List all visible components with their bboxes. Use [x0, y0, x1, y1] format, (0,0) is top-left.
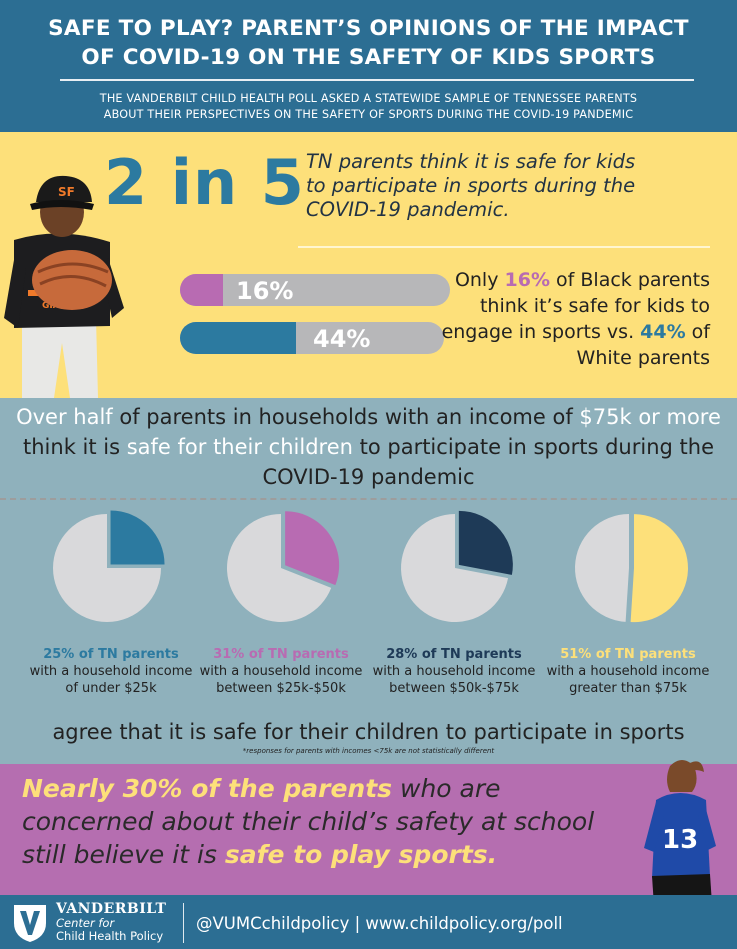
income-head-2: of parents in households with an income … [112, 405, 580, 429]
big-stat-text: TN parents think it is safe for kids to … [306, 150, 636, 221]
school-section [0, 764, 737, 895]
kid-pants [22, 318, 98, 398]
pie-slice-highlight [458, 510, 513, 575]
title-line-1: SAFE TO PLAY? PARENT’S OPINIONS OF THE I… [48, 16, 689, 41]
progress-bar-white-parents: 44% [180, 322, 444, 354]
income-head-6: to participate in sports during the COVI… [262, 435, 714, 489]
pct-white-parents: 44% [640, 321, 686, 343]
pie-slice-rest [575, 514, 629, 622]
page-subtitle: THE VANDERBILT CHILD HEALTH POLL ASKED A… [0, 91, 737, 123]
income-headline: Over half of parents in households with … [0, 402, 737, 492]
school-statement: Nearly 30% of the parents who are concer… [22, 772, 622, 871]
school-highlight-1: Nearly 30% of the parents [22, 774, 393, 803]
page-title: SAFE TO PLAY? PARENT’S OPINIONS OF THE I… [0, 14, 737, 72]
subtitle-line-2: ABOUT THEIR PERSPECTIVES ON THE SAFETY O… [103, 108, 634, 121]
income-head-1: Over half [16, 405, 113, 429]
school-text: who are concerned about their child’s sa… [22, 774, 595, 869]
org-sub-2: Child Health Policy [56, 929, 164, 943]
pie-slice-highlight [630, 514, 688, 623]
bar-label-white-parents: 44% [313, 325, 371, 353]
footer-bar [0, 895, 737, 949]
bar-fill-white-parents [180, 322, 296, 354]
pie-slice-rest [227, 514, 332, 622]
compare-text-3: of White parents [576, 321, 710, 369]
pie-caption-pct: 28% of TN parents [386, 647, 522, 662]
pie-caption-desc: with a household income greater than $75… [546, 664, 710, 696]
vanderbilt-logo-icon [14, 905, 46, 942]
pie-slice-rest [53, 514, 161, 622]
big-stat-number: 2 in 5 [104, 146, 305, 219]
pie-caption-desc: with a household income of under $25k [29, 664, 193, 696]
baseball-kid-illustration: GIANTS SF [4, 175, 124, 398]
pie-caption-pct: 31% of TN parents [213, 647, 349, 662]
girl-jersey [652, 793, 710, 878]
pie-chart-under-25k [53, 510, 165, 622]
girl-jersey-number: 13 [662, 825, 698, 855]
kid-cap-logo: SF [58, 185, 75, 199]
pie-slice-highlight [285, 511, 340, 586]
bar-label-black-parents: 16% [236, 277, 294, 305]
compare-text-1: Only [454, 269, 505, 291]
pie-caption-25k-50k: 31% of TN parents with a household incom… [197, 646, 365, 697]
pie-slice-rest [401, 514, 509, 622]
bar-fill-black-parents [180, 274, 223, 306]
pie-caption-pct: 51% of TN parents [560, 647, 696, 662]
income-head-5: safe for their children [126, 435, 353, 459]
comparison-text: Only 16% of Black parents think it’s saf… [440, 267, 710, 371]
footer-separator [183, 903, 184, 943]
dashed-divider [0, 498, 737, 500]
pie-caption-desc: with a household income between $25k-$50… [199, 664, 363, 696]
org-sub-1: Center for [56, 916, 115, 930]
pie-slice-highlight [110, 510, 165, 565]
pie-caption-pct: 25% of TN parents [43, 647, 179, 662]
pie-caption-50k-75k: 28% of TN parents with a household incom… [370, 646, 538, 697]
income-head-4: think it is [23, 435, 127, 459]
progress-bar-black-parents: 16% [180, 274, 450, 306]
title-line-2: OF COVID-19 ON THE SAFETY OF KIDS SPORTS [81, 45, 656, 70]
pct-black-parents: 16% [504, 269, 550, 291]
pie-caption-over-75k: 51% of TN parents with a household incom… [544, 646, 712, 697]
kid-cap [36, 175, 92, 202]
compare-text-2: of Black parents think it’s safe for kid… [441, 269, 710, 343]
pie-chart-50k-75k [401, 510, 513, 622]
subtitle-line-1: THE VANDERBILT CHILD HEALTH POLL ASKED A… [99, 92, 638, 105]
income-head-3: $75k or more [579, 405, 721, 429]
pie-chart-over-75k [575, 514, 688, 623]
school-highlight-2: safe to play sports. [224, 840, 498, 869]
pie-caption-desc: with a household income between $50k-$75… [372, 664, 536, 696]
header-divider [60, 79, 694, 81]
kid-glove [32, 250, 112, 310]
footnote: *responses for parents with incomes <75k… [242, 747, 495, 755]
girl-hair [667, 760, 697, 792]
agree-statement: agree that it is safe for their children… [52, 720, 685, 744]
stat-divider [298, 246, 710, 248]
header-banner [0, 0, 737, 132]
pie-caption-under-25k: 25% of TN parents with a household incom… [27, 646, 195, 697]
pie-chart-25k-50k [227, 511, 340, 622]
org-name: VANDERBILT [56, 901, 167, 917]
footer-links[interactable]: @VUMCchildpolicy | www.childpolicy.org/p… [196, 914, 563, 933]
